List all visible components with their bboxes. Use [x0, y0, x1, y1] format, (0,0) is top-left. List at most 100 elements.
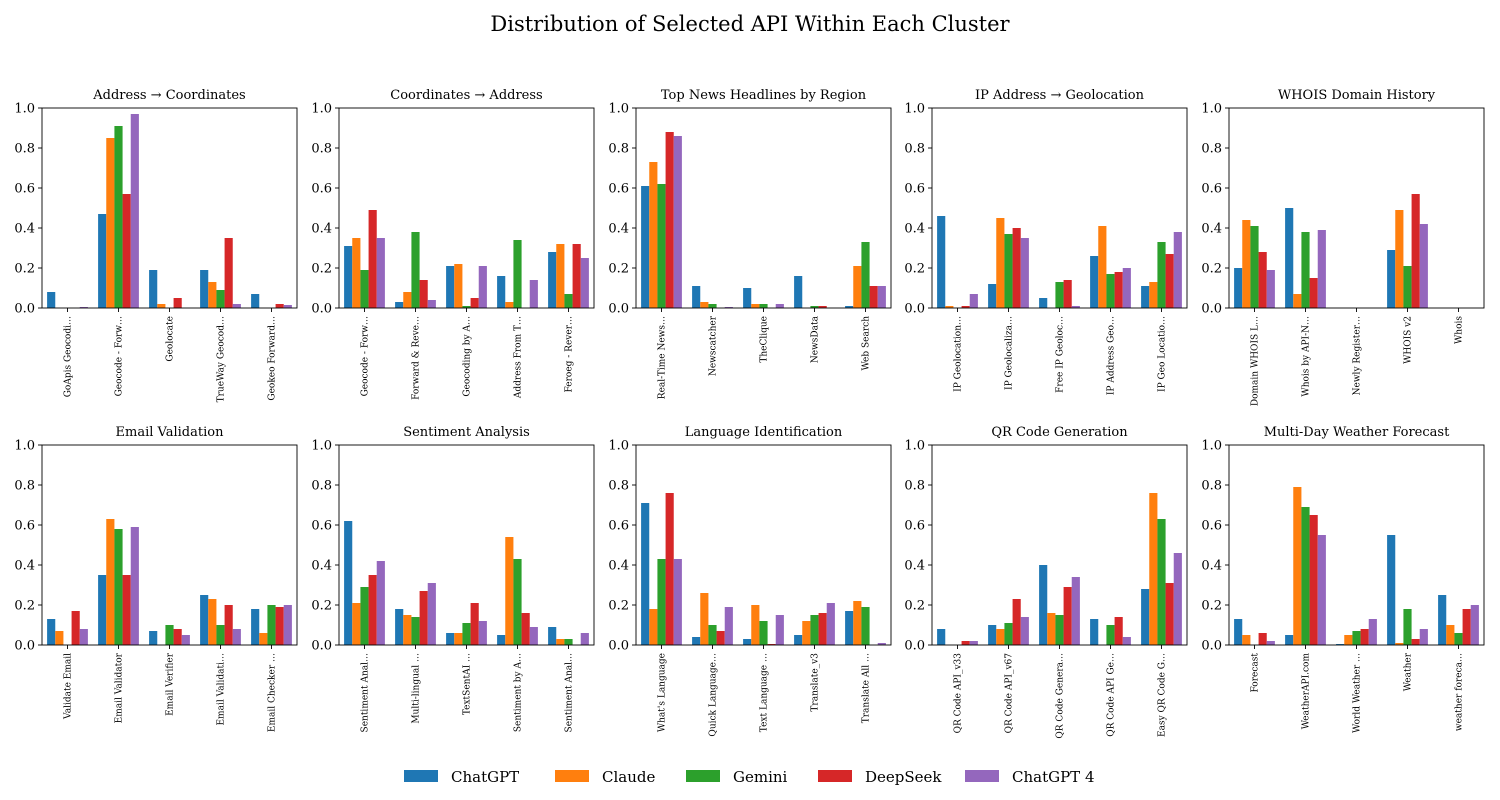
bar: [1419, 224, 1428, 308]
bar: [665, 493, 674, 645]
bar: [1039, 565, 1048, 645]
bar: [1438, 595, 1447, 645]
y-tick-label: 0.4: [608, 559, 629, 574]
bar: [692, 286, 701, 308]
subplot-3: Top News Headlines by Region 0.0 0.2 0.4 0.6…: [608, 88, 892, 399]
legend: ChatGPT Claude Gemini DeepSeek ChatGPT 4: [404, 768, 1095, 786]
bar: [818, 613, 827, 645]
bar: [580, 258, 589, 308]
y-tick-label: 0.0: [1201, 302, 1222, 317]
bar: [283, 305, 292, 308]
y-tick-label: 0.2: [904, 599, 925, 614]
bar: [208, 599, 217, 645]
bar: [641, 503, 650, 645]
bar: [419, 280, 428, 308]
bar: [759, 621, 768, 645]
bar: [1285, 208, 1294, 308]
bar: [395, 609, 404, 645]
subplot-grid: Address → Coordinates 0.0 0.2 0.4 0.6 0.8 1.0 G…: [14, 88, 1485, 739]
subplot-title: Language Identification: [685, 425, 843, 440]
x-tick-label: Address From T…: [514, 316, 524, 399]
bar: [470, 603, 479, 645]
bar: [98, 575, 107, 645]
x-tick-label: Email Verifier: [166, 652, 176, 716]
bar: [810, 306, 819, 308]
bar: [775, 615, 784, 645]
bar: [1266, 641, 1275, 645]
subplot-title: Coordinates → Address: [390, 88, 542, 103]
bar: [969, 641, 978, 645]
bar: [775, 304, 784, 308]
bar: [98, 214, 107, 308]
bar: [1446, 625, 1455, 645]
axes-frame: [41, 107, 298, 309]
x-tick-label: Translate_v3: [811, 653, 821, 712]
bar: [470, 298, 479, 308]
bar: [149, 270, 158, 308]
bar: [877, 643, 886, 645]
bar: [446, 266, 455, 308]
bar: [845, 306, 854, 308]
bar: [1301, 232, 1310, 308]
bar: [376, 238, 385, 308]
bar: [1419, 629, 1428, 645]
x-tick-label: Geolocate: [166, 316, 176, 362]
bar: [961, 306, 970, 308]
bar: [556, 244, 565, 308]
bar: [861, 607, 870, 645]
bar: [1234, 619, 1243, 645]
x-tick-label: QR Code Genera…: [1056, 653, 1066, 739]
x-tick-label: Real-Time News…: [658, 316, 668, 399]
bar: [751, 304, 760, 308]
subplot-title: Sentiment Analysis: [403, 425, 530, 440]
bar: [1309, 278, 1318, 308]
x-tick-label: Whois by API-N…: [1302, 316, 1312, 397]
x-tick-label: IP Address Geo…: [1107, 316, 1117, 395]
bar: [794, 276, 803, 308]
bar: [403, 615, 412, 645]
bar: [564, 639, 573, 645]
bar: [700, 593, 709, 645]
bar: [505, 302, 514, 308]
bar: [988, 625, 997, 645]
bar: [564, 294, 573, 308]
y-tick-label: 0.6: [14, 182, 35, 197]
y-tick-label: 0.6: [311, 182, 332, 197]
x-tick-label: IP Geo Locatio…: [1158, 316, 1168, 392]
bar: [368, 210, 377, 308]
bar: [1090, 619, 1099, 645]
bar: [743, 639, 752, 645]
bar: [724, 307, 733, 308]
bar: [945, 306, 954, 308]
x-tick-label: Geocode - Forw…: [115, 316, 125, 396]
legend-entry: ChatGPT: [404, 768, 519, 786]
bar: [427, 300, 436, 308]
x-tick-label: Whois: [1455, 316, 1465, 344]
x-tick-label: Sentiment Anal…: [565, 653, 575, 732]
bar: [988, 284, 997, 308]
bar: [165, 625, 174, 645]
y-tick-label: 0.4: [904, 559, 925, 574]
bar: [216, 625, 225, 645]
y-tick-label: 1.0: [311, 439, 332, 454]
legend-entry: Claude: [555, 768, 655, 786]
bar: [673, 559, 682, 645]
legend-entry: ChatGPT 4: [965, 768, 1095, 786]
legend-label: Claude: [602, 768, 655, 786]
bar: [454, 264, 463, 308]
bar: [1047, 613, 1056, 645]
y-tick-label: 0.0: [1201, 639, 1222, 654]
bar: [216, 290, 225, 308]
bar: [79, 307, 88, 308]
bar: [71, 611, 80, 645]
bar: [1055, 282, 1064, 308]
bar: [1242, 220, 1251, 308]
bar: [1387, 250, 1396, 308]
bar: [427, 583, 436, 645]
y-tick-label: 0.4: [608, 222, 629, 237]
bar: [853, 266, 862, 308]
bar: [395, 302, 404, 308]
bar: [1106, 625, 1115, 645]
legend-label: Gemini: [733, 768, 788, 786]
bar: [1122, 268, 1131, 308]
